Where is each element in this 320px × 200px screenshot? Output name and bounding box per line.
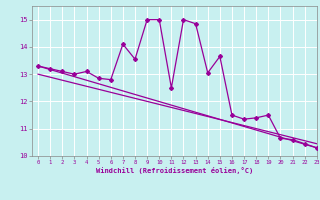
X-axis label: Windchill (Refroidissement éolien,°C): Windchill (Refroidissement éolien,°C) [96,167,253,174]
